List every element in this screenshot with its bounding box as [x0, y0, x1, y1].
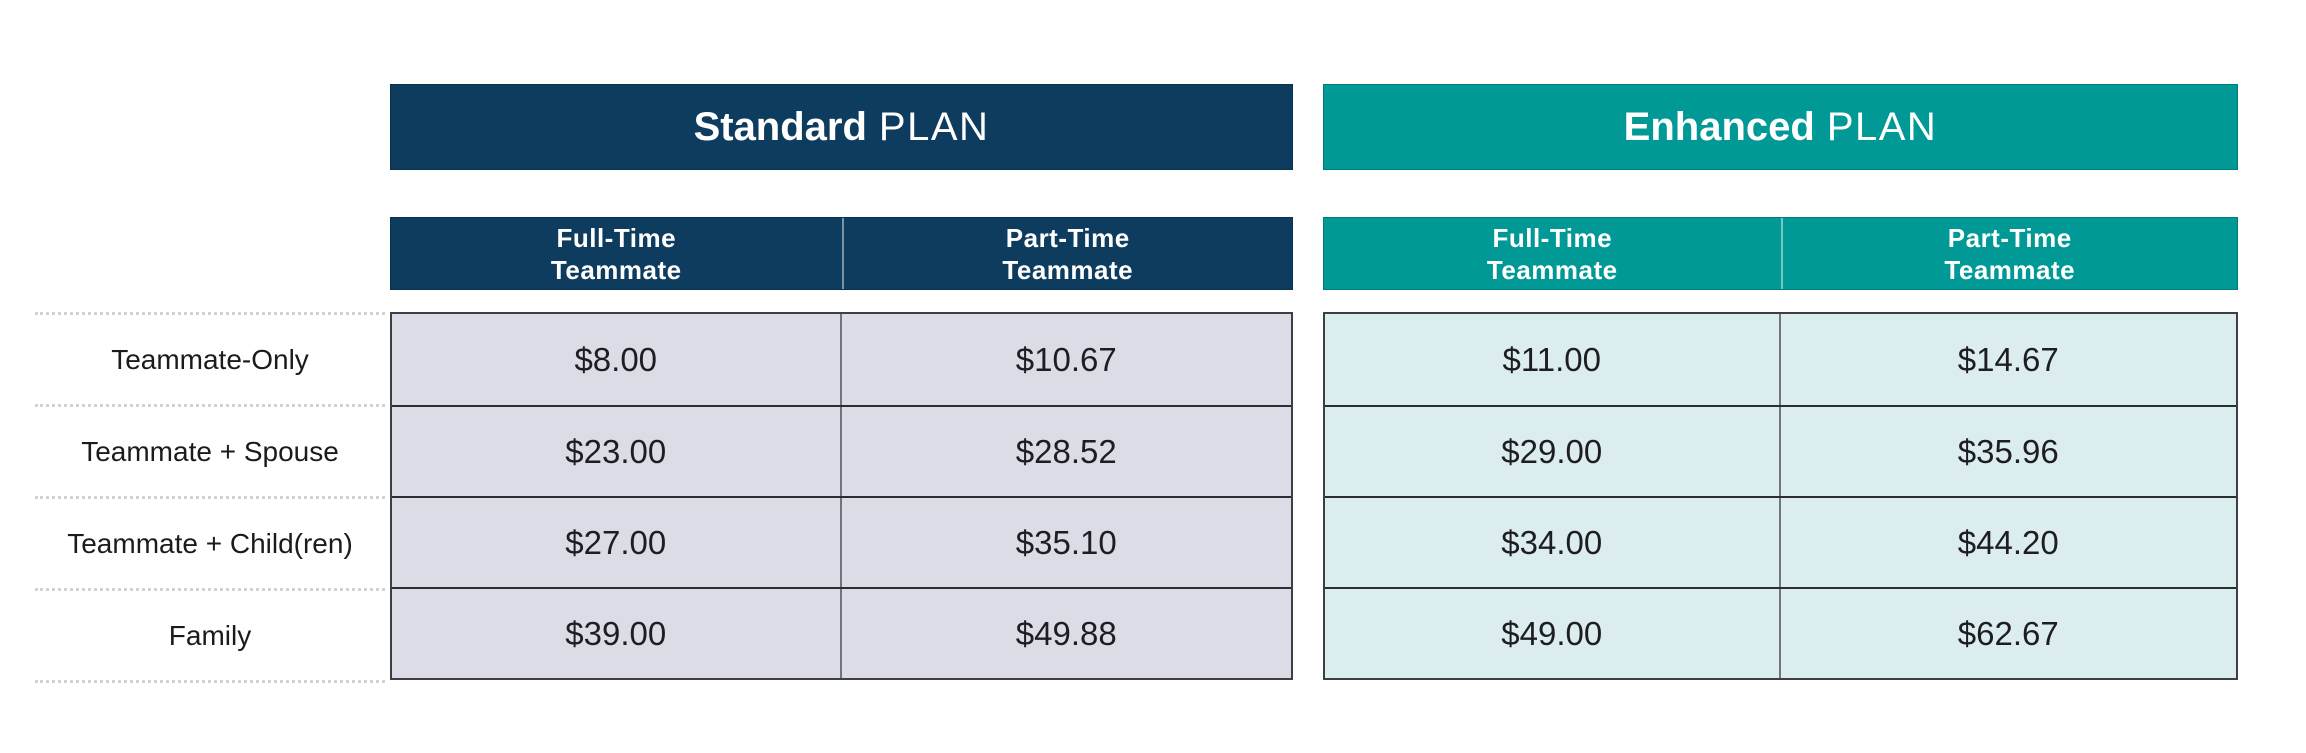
table-row: $8.00 $10.67: [392, 314, 1291, 405]
standard-parttime-header: Part-Time Teammate: [841, 218, 1293, 289]
standard-fulltime-header: Full-Time Teammate: [391, 218, 842, 289]
rate-cell-enhanced-pt-teammate-spouse: $35.96: [1957, 432, 2059, 470]
enhanced-plan-rates: $11.00 $14.67 $29.00 $35.96 $34.00 $44.2…: [1323, 312, 2238, 680]
standard-plan-title-suffix: PLAN: [878, 104, 990, 149]
enhanced-fulltime-header-line2: Teammate: [1486, 254, 1618, 285]
enhanced-plan-title-suffix: PLAN: [1826, 104, 1938, 149]
standard-plan-column-headers: Full-Time Teammate Part-Time Teammate: [390, 217, 1293, 290]
row-label-teammate-only: Teammate-Only: [35, 315, 385, 407]
table-row: $34.00 $44.20: [1325, 496, 2236, 587]
table-row: $27.00 $35.10: [392, 496, 1291, 587]
rate-cell-enhanced-pt-teammate-children: $44.20: [1957, 523, 2059, 561]
standard-plan-rates: $8.00 $10.67 $23.00 $28.52 $27.00 $35.10…: [390, 312, 1293, 680]
rate-cell-enhanced-ft-teammate-only: $11.00: [1325, 314, 1781, 405]
table-row: $11.00 $14.67: [1325, 314, 2236, 405]
rate-cell-enhanced-ft-teammate-spouse: $29.00: [1325, 407, 1781, 496]
enhanced-parttime-header-line1: Part-Time: [1947, 222, 2072, 253]
rate-cell-enhanced-ft-family: $49.00: [1325, 589, 1781, 678]
enhanced-plan-column-headers: Full-Time Teammate Part-Time Teammate: [1323, 217, 2238, 290]
rate-cell-standard-ft-family: $39.00: [392, 589, 842, 678]
standard-fulltime-header-line2: Teammate: [550, 254, 682, 285]
rate-cell-standard-pt-teammate-children: $35.10: [1015, 523, 1117, 561]
enhanced-plan-table: Enhanced PLAN Full-Time Teammate Part-Ti…: [1323, 0, 2238, 753]
rate-cell-enhanced-ft-teammate-children: $34.00: [1325, 498, 1781, 587]
standard-parttime-header-line1: Part-Time: [1005, 222, 1130, 253]
standard-plan-table: Standard PLAN Full-Time Teammate Part-Ti…: [390, 0, 1293, 753]
table-row: $39.00 $49.88: [392, 587, 1291, 678]
enhanced-fulltime-header-line1: Full-Time: [1492, 222, 1613, 253]
row-label-teammate-spouse: Teammate + Spouse: [35, 407, 385, 499]
rate-cell-enhanced-pt-family: $62.67: [1957, 614, 2059, 652]
row-label-teammate-children: Teammate + Child(ren): [35, 499, 385, 591]
standard-fulltime-header-line1: Full-Time: [556, 222, 677, 253]
rate-cell-standard-ft-teammate-only: $8.00: [392, 314, 842, 405]
rate-cell-standard-ft-teammate-children: $27.00: [392, 498, 842, 587]
enhanced-parttime-header: Part-Time Teammate: [1780, 218, 2238, 289]
rate-cell-standard-ft-teammate-spouse: $23.00: [392, 407, 842, 496]
table-row: $23.00 $28.52: [392, 405, 1291, 496]
rate-cell-standard-pt-teammate-only: $10.67: [1015, 340, 1117, 378]
enhanced-fulltime-header: Full-Time Teammate: [1324, 218, 1781, 289]
rate-cell-enhanced-pt-teammate-only: $14.67: [1957, 340, 2059, 378]
standard-plan-title-name: Standard: [693, 104, 867, 149]
table-row: $49.00 $62.67: [1325, 587, 2236, 678]
rate-cell-standard-pt-teammate-spouse: $28.52: [1015, 432, 1117, 470]
standard-parttime-header-line2: Teammate: [1002, 254, 1134, 285]
row-labels-column: Teammate-Only Teammate + Spouse Teammate…: [35, 312, 385, 683]
rate-cell-standard-pt-family: $49.88: [1015, 614, 1117, 652]
row-label-family: Family: [35, 591, 385, 683]
table-row: $29.00 $35.96: [1325, 405, 2236, 496]
standard-plan-title: Standard PLAN: [390, 84, 1293, 170]
enhanced-parttime-header-line2: Teammate: [1944, 254, 2076, 285]
enhanced-plan-title: Enhanced PLAN: [1323, 84, 2238, 170]
enhanced-plan-title-name: Enhanced: [1623, 104, 1815, 149]
